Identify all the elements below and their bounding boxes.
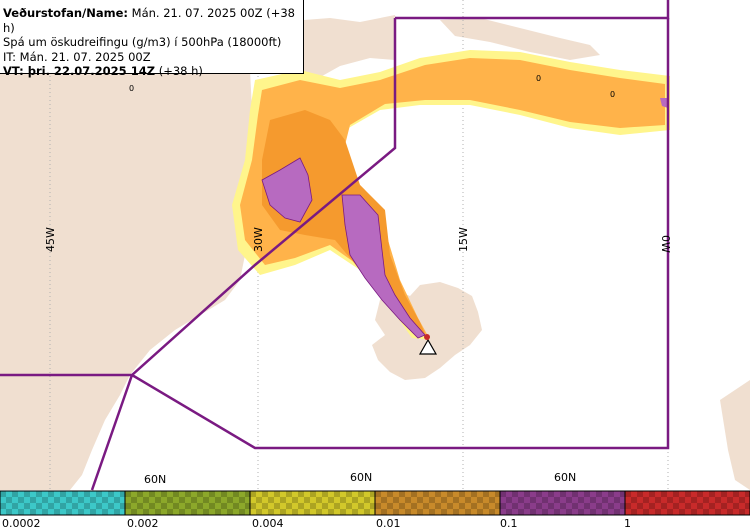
label-30w: 30W <box>252 227 265 252</box>
latitude-labels: 60N 60N 60N <box>144 471 576 486</box>
legend-label: 0.1 <box>500 517 518 530</box>
info-line-product: Spá um öskudreifingu (g/m3) í 500hPa (18… <box>3 35 282 49</box>
legend-label: 1 <box>624 517 631 530</box>
legend-color-bar <box>0 490 750 516</box>
scandinavia-land <box>720 380 750 490</box>
label-60n-c: 60N <box>554 471 576 484</box>
info-line-name: Veðurstofan/Name: Mán. 21. 07. 2025 00Z … <box>3 6 295 35</box>
label-45w: 45W <box>44 227 57 252</box>
legend-segment <box>624 490 750 516</box>
legend-segment <box>0 490 126 516</box>
legend-segment <box>249 490 376 516</box>
info-line-valid-time: VT: þri. 22.07.2025 14Z (+38 h) <box>3 64 203 78</box>
legend-label: 0.01 <box>376 517 401 530</box>
legend-label: 0.0002 <box>2 517 41 530</box>
greenland-north-land <box>304 15 395 80</box>
zero-marker: 0 <box>129 84 134 93</box>
label-60n-b: 60N <box>350 471 372 484</box>
triangle-icon <box>418 338 438 355</box>
zero-marker: 0 <box>610 90 615 99</box>
legend-segment <box>499 490 626 516</box>
label-60n-a: 60N <box>144 473 166 486</box>
info-line-issue-time: IT: Mán. 21. 07. 2025 00Z <box>3 49 151 64</box>
forecast-info-box: Veðurstofan/Name: Mán. 21. 07. 2025 00Z … <box>0 0 304 78</box>
ash-contour-0.1-tail <box>660 98 668 108</box>
ash-contour-0.1-west <box>261 157 313 223</box>
advisory-boundary <box>0 0 670 491</box>
zero-markers: 0 0 0 <box>129 74 615 99</box>
greenland-land <box>0 70 258 490</box>
label-0w: 0W <box>659 235 672 253</box>
legend-labels: 0.0002 0.002 0.004 0.01 0.1 1 <box>0 516 750 532</box>
ash-contour-0.004 <box>240 58 665 336</box>
svalbard-land <box>440 18 600 60</box>
longitude-labels: 45W 30W 15W 0W <box>44 227 672 253</box>
zero-marker: 0 <box>536 74 541 83</box>
label-15w: 15W <box>457 227 470 252</box>
eruption-point <box>424 334 430 340</box>
legend-segment <box>374 490 501 516</box>
legend-label: 0.002 <box>127 517 159 530</box>
legend-label: 0.004 <box>252 517 284 530</box>
